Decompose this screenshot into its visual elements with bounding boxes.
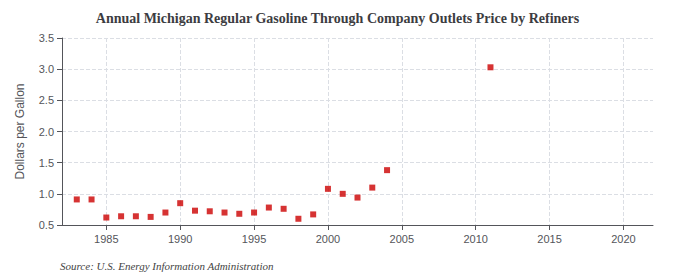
svg-text:Dollars per Gallon: Dollars per Gallon [13, 83, 27, 179]
svg-text:2.0: 2.0 [39, 126, 54, 138]
svg-text:3.0: 3.0 [39, 63, 54, 75]
svg-text:1990: 1990 [168, 233, 192, 245]
svg-text:1.5: 1.5 [39, 157, 54, 169]
svg-text:1985: 1985 [94, 233, 118, 245]
svg-text:2.5: 2.5 [39, 94, 54, 106]
svg-text:2000: 2000 [316, 233, 340, 245]
svg-text:Annual Michigan Regular Gasoli: Annual Michigan Regular Gasoline Through… [96, 11, 580, 26]
svg-text:1.0: 1.0 [39, 188, 54, 200]
svg-text:0.5: 0.5 [39, 219, 54, 231]
svg-text:Source: U.S. Energy Informatio: Source: U.S. Energy Information Administ… [60, 260, 274, 272]
svg-text:2015: 2015 [537, 233, 561, 245]
svg-text:3.5: 3.5 [39, 32, 54, 44]
svg-text:2005: 2005 [390, 233, 414, 245]
svg-text:1995: 1995 [242, 233, 266, 245]
svg-text:2010: 2010 [463, 233, 487, 245]
svg-text:2020: 2020 [611, 233, 635, 245]
